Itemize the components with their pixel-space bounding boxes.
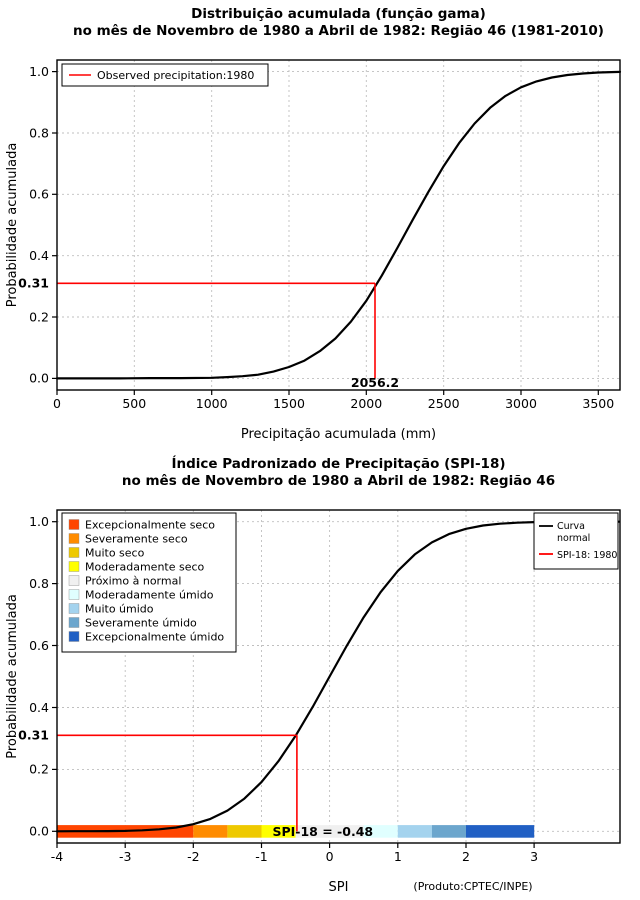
series-legend-box [533, 512, 619, 570]
spi-color-bar-segment [261, 825, 296, 838]
category-label: Próximo à normal [85, 575, 181, 588]
x-tick-label: 2500 [428, 396, 460, 411]
category-label: Severamente úmido [85, 617, 197, 630]
y-axis-label: Probabilidade acumulada [5, 594, 20, 759]
legend-label: Observed precipitation:1980 [97, 69, 254, 82]
category-swatch [68, 561, 80, 572]
y-tick-label: 1.0 [29, 514, 49, 529]
chart-subtitle: no mês de Novembro de 1980 a Abril de 19… [73, 23, 604, 39]
chart-subtitle: no mês de Novembro de 1980 a Abril de 19… [122, 473, 555, 489]
marker-probability-label: 0.31 [18, 276, 49, 291]
y-tick-label: 0.6 [29, 187, 49, 202]
x-tick-label: 0 [326, 849, 334, 864]
x-axis-label: SPI [329, 880, 349, 895]
x-tick-label: 0 [53, 396, 61, 411]
gamma-cdf-curve [55, 70, 622, 380]
series-legend-label: Curva [557, 521, 585, 532]
x-tick-label: 3500 [582, 396, 614, 411]
spi-color-bar-segment [295, 825, 364, 838]
category-label: Moderadamente úmido [85, 589, 214, 602]
y-tick-label: 1.0 [29, 64, 49, 79]
category-swatch [68, 603, 80, 614]
category-swatch [68, 547, 80, 558]
marker-value-label: SPI-18 = -0.48 [272, 824, 373, 839]
category-label: Severamente seco [85, 533, 188, 546]
y-tick-label: 0.6 [29, 638, 49, 653]
y-tick-label: 0.8 [29, 576, 49, 591]
series-legend-label: normal [557, 533, 590, 544]
x-tick-label: -1 [255, 849, 267, 864]
legend-box [61, 63, 269, 87]
category-label: Excepcionalmente seco [85, 519, 215, 532]
category-swatch [68, 519, 80, 530]
spi-cdf-svg: -4 -3 -2 -1 0 1 2 3 0.0 0.2 0.4 0.6 0.8 1.0 0.31 SPI-18… [5, 455, 621, 895]
spi-cdf-chart: -4 -3 -2 -1 0 1 2 3 0.0 0.2 0.4 0.6 0.8 1.0 0.31 SPI-18… [0, 450, 640, 900]
category-swatch [68, 617, 80, 628]
chart-title: Índice Padronizado de Precipitação (SPI-… [171, 455, 505, 472]
x-tick-label: 1000 [196, 396, 228, 411]
x-tick-label: 2 [462, 849, 470, 864]
gamma-cdf-svg: 0 500 1000 1500 2000 2500 3000 3500 0.0 0.2 0.4 0.6… [5, 6, 622, 442]
chart-title: Distribuição acumulada (função gama) [191, 6, 486, 22]
category-label: Moderadamente seco [85, 561, 205, 574]
y-tick-label: 0.0 [29, 824, 49, 839]
x-tick-label: -3 [119, 849, 131, 864]
marker-value-label: 2056.2 [351, 375, 399, 390]
x-tick-label: 3000 [505, 396, 537, 411]
y-tick-label: 0.2 [29, 762, 49, 777]
y-axis-label: Probabilidade acumulada [5, 143, 20, 308]
y-tick-label: 0.4 [29, 248, 49, 263]
category-swatch [68, 631, 80, 642]
category-legend-box [61, 512, 237, 653]
category-swatch [68, 533, 80, 544]
marker-probability-label: 0.31 [18, 728, 49, 743]
x-tick-label: 1 [394, 849, 402, 864]
y-tick-label: 0.4 [29, 700, 49, 715]
category-label: Muito úmido [85, 603, 154, 616]
spi-color-bar-segment [466, 825, 535, 838]
y-tick-label: 0.0 [29, 371, 49, 386]
x-tick-label: 1500 [273, 396, 305, 411]
x-tick-label: -2 [187, 849, 199, 864]
x-tick-label: 3 [530, 849, 538, 864]
x-tick-label: -4 [51, 849, 64, 864]
plot-border [56, 509, 621, 844]
product-footnote: (Produto:CPTEC/INPE) [413, 880, 532, 893]
y-tick-label: 0.8 [29, 125, 49, 140]
spi-color-bar-segment [397, 825, 432, 838]
y-tick-label: 0.2 [29, 309, 49, 324]
spi-color-bar-segment [193, 825, 228, 838]
spi-color-bar-segment [431, 825, 466, 838]
series-legend-label: SPI-18: 1980 [557, 550, 617, 561]
plot-border [56, 59, 621, 391]
x-tick-label: 2000 [350, 396, 382, 411]
x-tick-label: 500 [122, 396, 146, 411]
normal-cdf-curve [55, 520, 621, 833]
category-swatch [68, 589, 80, 600]
spi-color-bar-segment [363, 825, 398, 838]
x-axis-label: Precipitação acumulada (mm) [241, 427, 436, 442]
category-label: Muito seco [85, 547, 145, 560]
category-label: Excepcionalmente úmido [85, 631, 224, 644]
category-swatch [68, 575, 80, 586]
spi-color-bar-segment [227, 825, 262, 838]
gamma-cdf-chart: 0 500 1000 1500 2000 2500 3000 3500 0.0 0.2 0.4 0.6… [5, 6, 622, 442]
